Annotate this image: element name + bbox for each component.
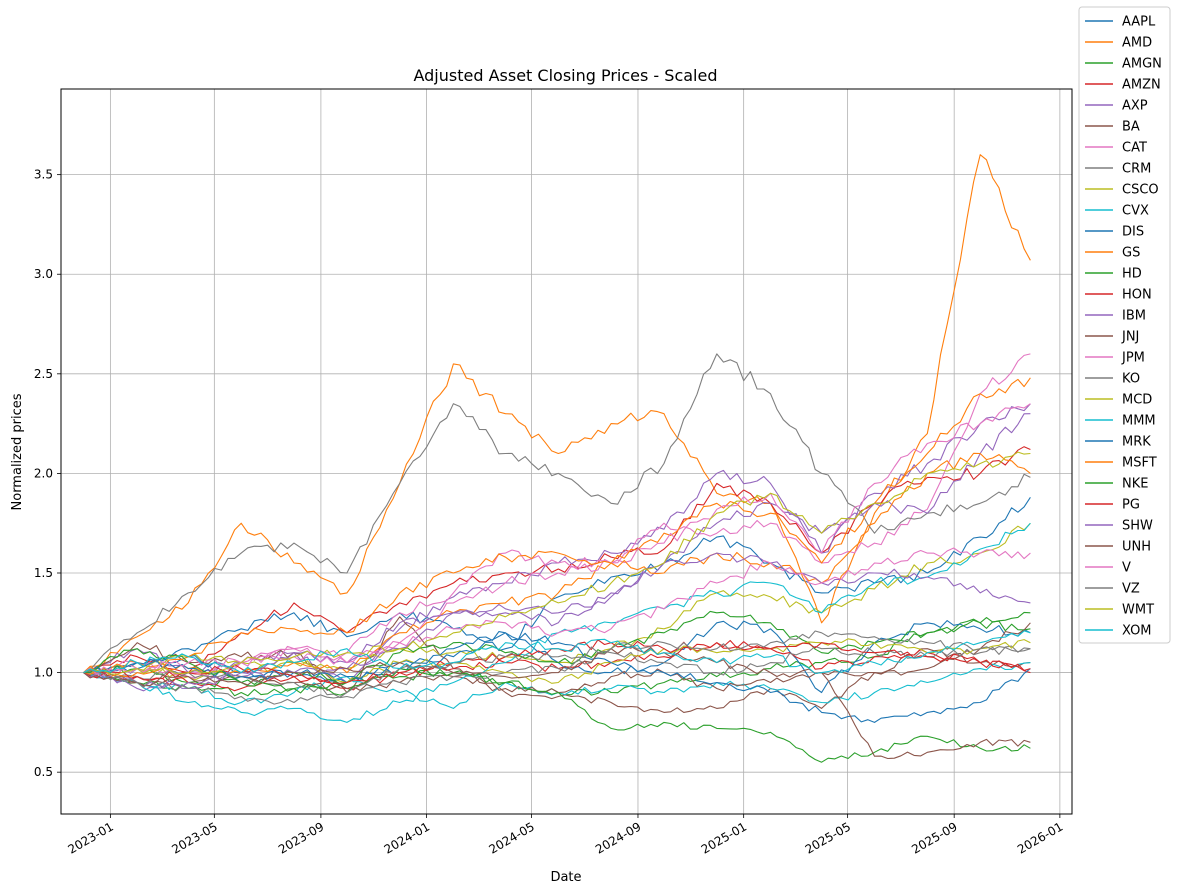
legend-label-ibm: IBM: [1122, 309, 1146, 324]
legend-label-cat: CAT: [1122, 141, 1147, 156]
legend-label-mrk: MRK: [1122, 435, 1151, 450]
legend-label-amgn: AMGN: [1122, 57, 1162, 72]
x-tick-label: 2024-09: [593, 819, 643, 856]
legend-label-csco: CSCO: [1122, 183, 1159, 198]
legend-box: [1078, 6, 1171, 644]
legend-label-cvx: CVX: [1122, 204, 1149, 219]
series-line-crm: [83, 353, 1031, 674]
legend-label-hon: HON: [1122, 288, 1152, 303]
y-axis: 0.5 1.0 1.5 2.0 2.5 3.0 3.5: [34, 168, 61, 779]
chart-title: Adjusted Asset Closing Prices - Scaled: [413, 66, 717, 85]
legend-label-unh: UNH: [1122, 540, 1151, 555]
y-tick-label: 1.5: [34, 566, 53, 580]
legend-label-ba: BA: [1122, 120, 1140, 135]
plot-frame: [60, 88, 1073, 815]
y-tick-label: 0.5: [34, 765, 53, 779]
legend-label-mcd: MCD: [1122, 393, 1152, 408]
legend-label-jnj: JNJ: [1121, 330, 1139, 345]
legend-label-gs: GS: [1122, 246, 1140, 261]
legend-label-hd: HD: [1122, 267, 1142, 282]
y-tick-label: 1.0: [34, 666, 53, 680]
series-line-vz: [83, 630, 1031, 705]
series-line-jpm: [83, 403, 1031, 679]
legend-label-v: V: [1122, 561, 1131, 576]
legend-label-axp: AXP: [1122, 99, 1148, 114]
series-line-axp: [83, 403, 1031, 684]
legend-label-mmm: MMM: [1122, 414, 1156, 429]
legend-label-dis: DIS: [1122, 225, 1144, 240]
grid: [61, 89, 1072, 814]
series-line-v: [83, 547, 1031, 676]
legend-label-ko: KO: [1122, 372, 1140, 387]
legend-label-msft: MSFT: [1122, 456, 1157, 471]
x-tick-label: 2024-05: [486, 819, 536, 856]
series-line-xom: [83, 630, 1031, 675]
x-axis: 2023-01 2023-05 2023-09 2024-01 2024-05 2024-…: [65, 814, 1065, 857]
legend-label-pg: PG: [1122, 498, 1140, 513]
series-line-ba: [83, 616, 1031, 713]
series-line-wmt: [83, 451, 1031, 675]
series-line-mrk: [83, 631, 1031, 723]
legend-label-xom: XOM: [1122, 624, 1152, 639]
legend: AAPL AMD AMGN AMZN AXP BA CAT CRM CSCO CVX DIS GS HD…: [1078, 6, 1171, 644]
series-line-amgn: [83, 611, 1031, 697]
series-line-msft: [83, 452, 1031, 678]
x-tick-label: 2025-01: [699, 819, 749, 856]
legend-label-shw: SHW: [1122, 519, 1153, 534]
legend-label-wmt: WMT: [1122, 603, 1154, 618]
y-tick-label: 3.0: [34, 267, 53, 281]
x-tick-label: 2023-05: [169, 819, 219, 856]
series-line-amd: [83, 154, 1031, 674]
x-axis-label: Date: [550, 870, 581, 885]
y-axis-label: Normalized prices: [10, 393, 25, 510]
legend-label-crm: CRM: [1122, 162, 1151, 177]
y-tick-label: 2.0: [34, 466, 53, 480]
x-tick-label: 2025-09: [909, 819, 959, 856]
series-line-cat: [83, 353, 1031, 676]
legend-label-amzn: AMZN: [1122, 78, 1161, 93]
x-tick-label: 2023-09: [276, 819, 326, 856]
legend-label-amd: AMD: [1122, 36, 1152, 51]
series-line-gs: [83, 377, 1031, 675]
legend-label-vz: VZ: [1122, 582, 1140, 597]
series-lines: [83, 154, 1031, 763]
series-line-unh: [83, 645, 1031, 760]
y-tick-label: 2.5: [34, 367, 53, 381]
x-tick-label: 2026-01: [1015, 819, 1065, 856]
y-tick-label: 3.5: [34, 168, 53, 182]
x-tick-label: 2025-05: [803, 819, 853, 856]
x-tick-label: 2024-01: [382, 819, 432, 856]
legend-label-aapl: AAPL: [1122, 15, 1156, 30]
x-tick-label: 2023-01: [65, 819, 115, 856]
legend-label-jpm: JPM: [1121, 351, 1145, 366]
legend-label-nke: NKE: [1122, 477, 1148, 492]
